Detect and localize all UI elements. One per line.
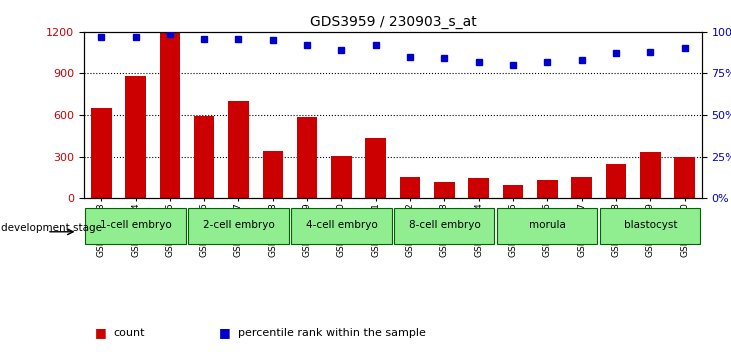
Text: ■: ■ xyxy=(219,326,231,339)
Bar xyxy=(292,208,392,244)
Text: ■: ■ xyxy=(95,326,107,339)
Bar xyxy=(125,76,145,198)
Text: 1-cell embryo: 1-cell embryo xyxy=(99,220,171,230)
Bar xyxy=(394,208,494,244)
Bar xyxy=(600,208,700,244)
Text: 4-cell embryo: 4-cell embryo xyxy=(306,220,377,230)
Bar xyxy=(400,177,420,198)
Bar xyxy=(228,101,249,198)
Bar xyxy=(572,177,592,198)
Bar xyxy=(366,138,386,198)
Bar xyxy=(640,153,661,198)
Text: blastocyst: blastocyst xyxy=(624,220,677,230)
Bar xyxy=(606,164,626,198)
Bar xyxy=(297,117,317,198)
Bar xyxy=(674,157,695,198)
Text: development stage: development stage xyxy=(1,223,102,233)
Bar xyxy=(86,208,186,244)
Bar xyxy=(189,208,289,244)
Bar xyxy=(537,180,558,198)
Bar xyxy=(159,33,180,198)
Bar xyxy=(469,178,489,198)
Text: 2-cell embryo: 2-cell embryo xyxy=(202,220,274,230)
Bar xyxy=(434,182,455,198)
Text: percentile rank within the sample: percentile rank within the sample xyxy=(238,328,425,338)
Bar xyxy=(262,151,283,198)
Bar xyxy=(91,108,112,198)
Bar xyxy=(497,208,597,244)
Text: 8-cell embryo: 8-cell embryo xyxy=(409,220,480,230)
Title: GDS3959 / 230903_s_at: GDS3959 / 230903_s_at xyxy=(309,16,477,29)
Text: count: count xyxy=(113,328,145,338)
Text: morula: morula xyxy=(529,220,566,230)
Bar xyxy=(331,156,352,198)
Bar xyxy=(503,185,523,198)
Bar xyxy=(194,116,214,198)
